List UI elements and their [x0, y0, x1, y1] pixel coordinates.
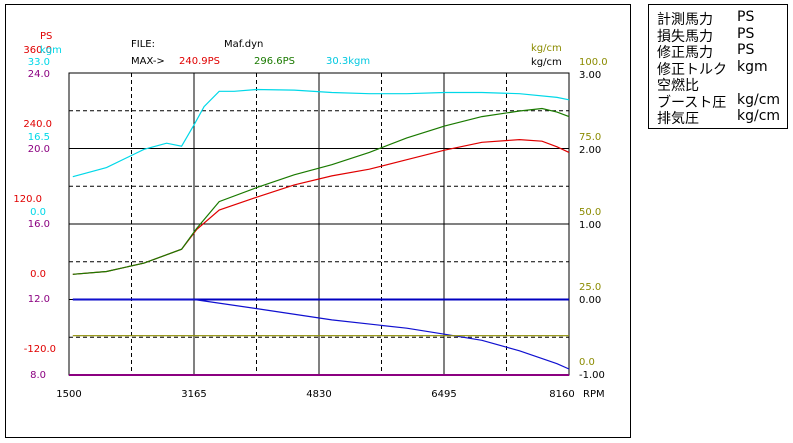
axis-boost-bottom-tick: 1.00 [579, 220, 601, 231]
axis-afr-tick: 20.0 [28, 144, 50, 155]
axis-ps-tick: -120.0 [24, 344, 56, 355]
file-name: Maf.dyn [224, 39, 263, 50]
x-tick-label: 6495 [431, 389, 456, 400]
axis-rpm: 1500 3165 4830 6495 8160 RPM [56, 389, 604, 400]
axis-kgm-tick: 0.0 [30, 207, 46, 218]
axis-boost-bottom: kg/cm 3.00 2.00 1.00 0.00 -1.00 [531, 57, 605, 381]
legend-item: 修正馬力 PS [657, 42, 754, 62]
legend-label: 排気圧 [657, 111, 699, 127]
legend-unit: kg/cm [737, 91, 781, 108]
axis-boost-top-tick: 100.0 [579, 57, 608, 68]
legend-label: 計測馬力 [657, 12, 713, 28]
axis-ps-tick: 360.0 [23, 45, 52, 56]
max-torque-value: 30.3kgm [326, 56, 370, 67]
axis-boost-top-tick: 75.0 [579, 132, 601, 143]
legend-label: 損失馬力 [657, 28, 713, 45]
file-label: FILE: [131, 39, 155, 50]
legend-item: 空燃比 [657, 75, 699, 95]
measured-power-line [72, 138, 570, 275]
legend-item: 損失馬力 PS [657, 26, 754, 46]
legend-panel: 計測馬力 PS 損失馬力 PS 修正馬力 PS 修正トルク kgm 空燃比 ブースト圧 kg/cm 排… [648, 4, 788, 129]
axis-ps: PS 360.0 240.0 120.0 0.0 -120.0 [13, 31, 56, 355]
x-tick-label: 1500 [56, 389, 81, 400]
legend-item: 排気圧 kg/cm [657, 108, 780, 128]
axis-afr-tick: 8.0 [30, 370, 46, 381]
axis-afr-tick: 16.0 [28, 219, 50, 230]
corrected-power-line [72, 107, 570, 275]
legend-item: ブースト圧 kg/cm [657, 92, 780, 112]
axis-kgm: kgm 33.0 16.5 0.0 [28, 45, 62, 218]
axis-boost-top-unit: kg/cm [531, 43, 562, 54]
legend-label: 修正トルク [657, 61, 727, 78]
dyno-chart: FILE: Maf.dyn MAX-> 240.9PS 296.6PS 30.3… [13, 31, 608, 400]
max-corrected-ps-value: 296.6PS [254, 56, 295, 67]
legend-unit: PS [737, 25, 755, 42]
axis-ps-tick: 240.0 [23, 119, 52, 130]
legend-unit: PS [737, 9, 755, 25]
x-axis-title: RPM [583, 389, 605, 400]
axis-boost-top: kg/cm 100.0 75.0 50.0 25.0 0.0 [531, 43, 608, 368]
axis-boost-bottom-unit: kg/cm [531, 57, 562, 68]
axis-boost-bottom-tick: 3.00 [579, 70, 601, 81]
x-tick-label: 4830 [306, 389, 331, 400]
exhaust-pressure-line [72, 298, 570, 370]
axis-boost-top-tick: 0.0 [579, 357, 595, 368]
x-tick-label: 8160 [549, 389, 574, 400]
legend-label: 修正馬力 [657, 45, 713, 61]
axis-afr: 24.0 20.0 16.0 12.0 8.0 [28, 69, 50, 381]
axis-kgm-unit: kgm [40, 45, 62, 56]
corrected-torque-line [72, 88, 570, 178]
axis-boost-top-tick: 25.0 [579, 282, 601, 293]
axis-afr-tick: 24.0 [28, 69, 50, 80]
legend-unit: kg/cm [737, 108, 781, 124]
x-tick-label: 3165 [181, 389, 206, 400]
chart-header: FILE: Maf.dyn MAX-> 240.9PS 296.6PS 30.3… [131, 39, 370, 67]
legend-unit: PS [737, 42, 755, 58]
axis-kgm-tick: 33.0 [28, 57, 50, 68]
max-label: MAX-> [131, 56, 165, 67]
axis-ps-tick: 0.0 [30, 269, 46, 280]
axis-afr-tick: 12.0 [28, 294, 50, 305]
legend-label: 空燃比 [657, 78, 699, 94]
chart-grid [68, 72, 570, 376]
dyno-chart-panel: FILE: Maf.dyn MAX-> 240.9PS 296.6PS 30.3… [5, 4, 631, 438]
axis-boost-bottom-tick: -1.00 [579, 370, 605, 381]
axis-boost-bottom-tick: 0.00 [579, 295, 601, 306]
chart-curves [72, 88, 570, 370]
axis-boost-top-tick: 50.0 [579, 207, 601, 218]
legend-item: 修正トルク kgm [657, 59, 768, 79]
legend-item: 計測馬力 PS [657, 9, 754, 29]
axis-ps-unit: PS [40, 31, 52, 42]
legend-label: ブースト圧 [657, 94, 727, 111]
axis-kgm-tick: 16.5 [28, 132, 50, 143]
max-ps-value: 240.9PS [179, 56, 220, 67]
legend-unit: kgm [737, 58, 768, 75]
axis-boost-bottom-tick: 2.00 [579, 145, 601, 156]
axis-ps-tick: 120.0 [13, 194, 42, 205]
